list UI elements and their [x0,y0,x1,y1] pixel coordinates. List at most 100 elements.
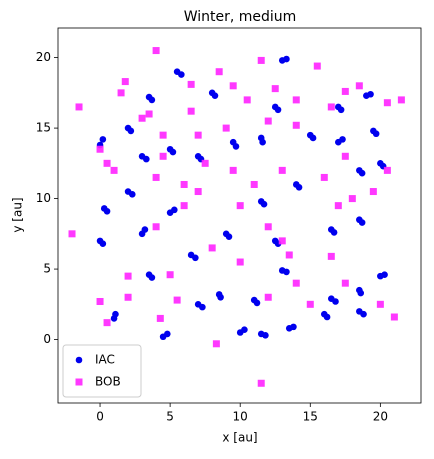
point [75,103,83,111]
x-tick-label: 5 [166,410,174,424]
legend-label: IAC [95,353,115,367]
point [208,244,216,252]
point [117,89,125,97]
point [229,166,237,174]
point [187,80,195,88]
point [96,145,104,153]
point [243,96,251,104]
point [278,237,286,245]
x-tick-label: 0 [96,410,104,424]
point [201,159,209,167]
point [341,279,349,287]
point [283,55,290,63]
point [199,303,206,311]
point [217,293,224,301]
point [99,136,107,143]
point [110,166,118,174]
point [178,71,185,78]
point [194,188,202,196]
point [141,226,149,233]
point [369,188,377,196]
point [327,252,335,260]
point [264,223,272,231]
point [171,206,178,214]
point [257,379,265,387]
point [145,110,153,118]
point [68,230,76,238]
point [357,289,365,297]
point [124,272,132,280]
point [327,103,335,111]
point [194,131,202,139]
point [313,62,321,70]
point [152,173,160,181]
legend-marker [75,378,83,386]
point [103,319,111,327]
point [271,85,279,93]
point [236,258,244,266]
y-tick-label: 15 [36,121,51,135]
point [341,87,349,95]
point [173,296,181,304]
point [337,106,345,114]
point [397,96,405,104]
point [192,254,199,262]
point [257,56,265,64]
point [367,90,374,98]
point [180,180,188,188]
point [264,293,272,301]
point [372,130,380,138]
point [355,82,363,90]
point [330,229,338,236]
point [260,200,268,208]
x-tick-label: 10 [233,410,248,424]
y-tick-label: 10 [36,191,51,205]
point [383,99,391,107]
point [320,173,328,181]
y-axis-label: y [au] [11,197,25,232]
legend-label: BOB [95,375,121,389]
point [152,47,160,55]
point [360,310,367,318]
point [96,297,104,305]
point [211,92,219,99]
point [166,271,174,279]
point [159,152,167,160]
y-tick-label: 20 [36,50,51,64]
point [358,169,366,177]
point [339,136,346,143]
chart-title: Winter, medium [184,9,297,25]
point [262,332,269,339]
point [215,68,223,76]
point [142,155,150,163]
point [225,233,233,240]
legend-marker [75,356,83,364]
point [124,293,132,301]
point [138,114,146,122]
point [180,202,188,210]
point [148,274,156,281]
x-tick-label: 20 [373,410,388,424]
point [381,271,388,279]
point [103,207,111,215]
point [164,330,171,338]
point [156,314,164,322]
point [290,323,297,331]
point [229,82,237,90]
point [128,191,136,198]
x-tick-label: 15 [303,410,318,424]
point [264,117,272,125]
point [241,326,248,333]
point [121,78,129,86]
y-tick-label: 5 [43,262,51,276]
point [152,223,160,231]
point [358,219,366,226]
point [332,298,339,305]
point [99,240,107,247]
point [334,202,342,210]
point [232,143,240,150]
point [274,106,282,114]
x-axis-label: x [au] [222,431,257,445]
point [148,96,156,104]
